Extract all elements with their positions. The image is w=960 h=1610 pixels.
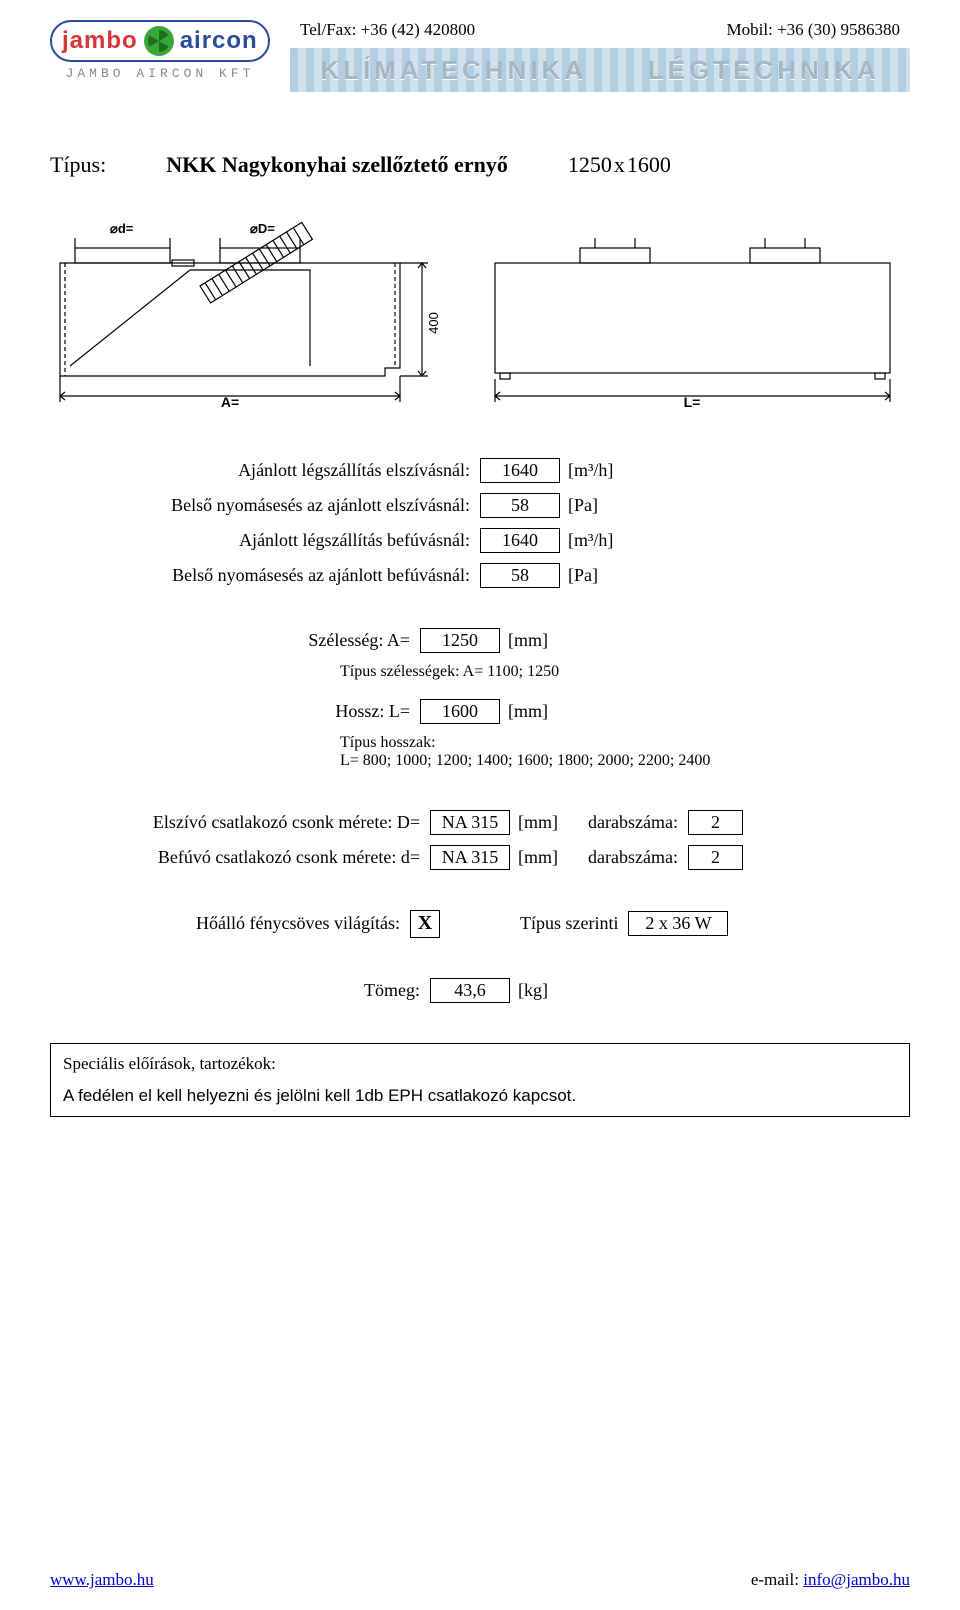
logo-text-aircon: aircon	[180, 27, 258, 55]
airflow-suction-value: 1640	[480, 458, 560, 483]
width-unit: [mm]	[508, 630, 548, 651]
footer-website-link[interactable]: www.jambo.hu	[50, 1570, 154, 1590]
fan-icon	[144, 26, 174, 56]
width-row: Szélesség: A= 1250 [mm]	[50, 628, 910, 653]
banner-right: LÉGTECHNIKA	[648, 55, 880, 86]
footer-email: e-mail: info@jambo.hu	[751, 1570, 910, 1590]
airflow-blow-unit: [m³/h]	[568, 530, 613, 551]
diagrams: 400 A= ⌀d= ⌀D= L=	[50, 208, 910, 408]
mass-row: Tömeg: 43,6 [kg]	[50, 978, 910, 1003]
logo-subtitle: JAMBO AIRCON KFT	[50, 66, 270, 81]
length-row: Hossz: L= 1600 [mm]	[50, 699, 910, 724]
mass-unit: [kg]	[518, 980, 548, 1001]
title-row: Típus: NKK Nagykonyhai szellőztető ernyő…	[50, 152, 910, 178]
dim-l-label: L=	[684, 394, 701, 408]
logo-pill: jambo aircon	[50, 20, 270, 62]
length-note2: L= 800; 1000; 1200; 1400; 1600; 1800; 20…	[340, 752, 910, 770]
suction-connector-row: Elszívó csatlakozó csonk mérete: D= NA 3…	[50, 810, 910, 835]
lighting-checkbox: X	[410, 910, 440, 938]
width-note: Típus szélességek: A= 1100; 1250	[340, 663, 910, 681]
lighting-row: Hőálló fénycsöves világítás: X Típus sze…	[50, 910, 910, 938]
length-note1: Típus hosszak:	[340, 734, 910, 752]
airflow-blow-value: 1640	[480, 528, 560, 553]
logo: jambo aircon JAMBO AIRCON KFT	[50, 20, 270, 81]
mobil: Mobil: +36 (30) 9586380	[727, 20, 900, 40]
connector-specs: Elszívó csatlakozó csonk mérete: D= NA 3…	[50, 810, 910, 870]
contacts-row: Tel/Fax: +36 (42) 420800 Mobil: +36 (30)…	[290, 20, 910, 40]
lighting-label: Hőálló fénycsöves világítás:	[50, 913, 410, 934]
airflow-suction-row: Ajánlott légszállítás elszívásnál: 1640 …	[50, 458, 910, 483]
product-name: NKK Nagykonyhai szellőztető ernyő	[166, 152, 508, 178]
blow-connector-label: Befúvó csatlakozó csonk mérete: d=	[50, 847, 430, 868]
dim-d-small: ⌀d=	[110, 221, 134, 236]
airflow-suction-label: Ajánlott légszállítás elszívásnál:	[50, 460, 480, 481]
suction-connector-unit: [mm]	[518, 812, 558, 833]
page-header: jambo aircon JAMBO AIRCON KFT Tel/Fax: +…	[50, 20, 910, 92]
pressure-suction-value: 58	[480, 493, 560, 518]
product-dims: 1250x1600	[568, 152, 671, 178]
airflow-suction-unit: [m³/h]	[568, 460, 613, 481]
lighting-spec: Hőálló fénycsöves világítás: X Típus sze…	[50, 910, 910, 938]
dim-a-label: A=	[221, 394, 239, 408]
blow-count-label: darabszáma:	[588, 847, 678, 868]
length-label: Hossz: L=	[50, 701, 420, 722]
suction-count-label: darabszáma:	[588, 812, 678, 833]
lighting-type-label: Típus szerinti	[520, 913, 618, 934]
pressure-blow-value: 58	[480, 563, 560, 588]
banner: KLÍMATECHNIKA LÉGTECHNIKA	[290, 48, 910, 92]
header-right: Tel/Fax: +36 (42) 420800 Mobil: +36 (30)…	[290, 20, 910, 92]
airflow-specs: Ajánlott légszállítás elszívásnál: 1640 …	[50, 458, 910, 588]
pressure-blow-unit: [Pa]	[568, 565, 598, 586]
blow-count-value: 2	[688, 845, 743, 870]
suction-count-value: 2	[688, 810, 743, 835]
pressure-suction-row: Belső nyomásesés az ajánlott elszívásnál…	[50, 493, 910, 518]
diagram-side-view: 400 A= ⌀d= ⌀D=	[50, 208, 460, 408]
airflow-blow-label: Ajánlott légszállítás befúvásnál:	[50, 530, 480, 551]
dim-height-label: 400	[426, 312, 441, 334]
mass-spec: Tömeg: 43,6 [kg]	[50, 978, 910, 1003]
type-label: Típus:	[50, 152, 106, 178]
width-label: Szélesség: A=	[50, 630, 420, 651]
dimension-specs: Szélesség: A= 1250 [mm] Típus szélessége…	[50, 628, 910, 770]
pressure-suction-unit: [Pa]	[568, 495, 598, 516]
special-text: A fedélen el kell helyezni és jelölni ke…	[63, 1086, 897, 1106]
pressure-suction-label: Belső nyomásesés az ajánlott elszívásnál…	[50, 495, 480, 516]
mass-label: Tömeg:	[50, 980, 430, 1001]
footer-email-link[interactable]: info@jambo.hu	[803, 1570, 910, 1589]
lighting-type-value: 2 x 36 W	[628, 911, 728, 936]
length-unit: [mm]	[508, 701, 548, 722]
special-requirements: Speciális előírások, tartozékok: A fedél…	[50, 1043, 910, 1117]
banner-left: KLÍMATECHNIKA	[320, 55, 587, 86]
diagram-front-view: L=	[480, 208, 900, 408]
tel-fax: Tel/Fax: +36 (42) 420800	[300, 20, 475, 40]
blow-connector-row: Befúvó csatlakozó csonk mérete: d= NA 31…	[50, 845, 910, 870]
page-footer: www.jambo.hu e-mail: info@jambo.hu	[50, 1570, 910, 1590]
suction-connector-value: NA 315	[430, 810, 510, 835]
pressure-blow-label: Belső nyomásesés az ajánlott befúvásnál:	[50, 565, 480, 586]
suction-connector-label: Elszívó csatlakozó csonk mérete: D=	[50, 812, 430, 833]
blow-connector-unit: [mm]	[518, 847, 558, 868]
length-value: 1600	[420, 699, 500, 724]
special-heading: Speciális előírások, tartozékok:	[63, 1054, 897, 1074]
blow-connector-value: NA 315	[430, 845, 510, 870]
pressure-blow-row: Belső nyomásesés az ajánlott befúvásnál:…	[50, 563, 910, 588]
dim-d-cap: ⌀D=	[250, 221, 275, 236]
airflow-blow-row: Ajánlott légszállítás befúvásnál: 1640 […	[50, 528, 910, 553]
mass-value: 43,6	[430, 978, 510, 1003]
logo-text-jambo: jambo	[62, 27, 138, 55]
width-value: 1250	[420, 628, 500, 653]
